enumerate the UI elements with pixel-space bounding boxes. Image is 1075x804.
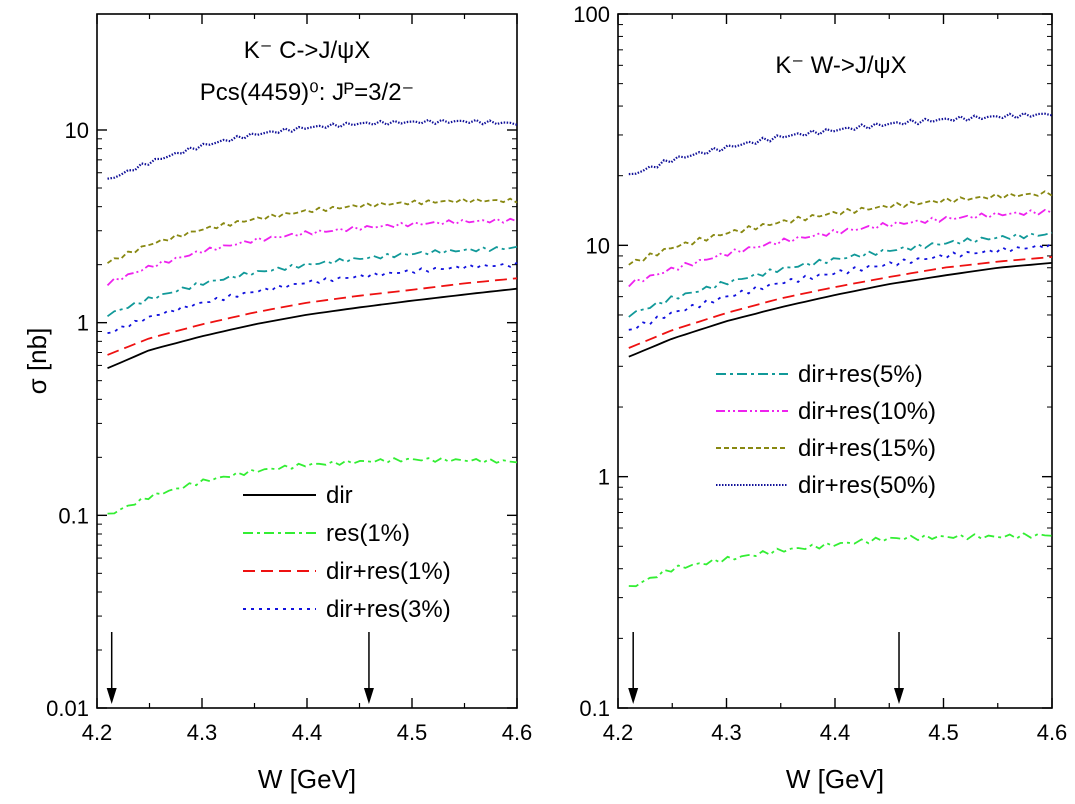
y-tick-label: 0.01	[46, 696, 89, 721]
x-tick-label: 4.5	[928, 720, 959, 745]
series-line-dir-res-15-	[628, 190, 1053, 266]
x-tick-label: 4.6	[1037, 720, 1068, 745]
x-tick-label: 4.4	[292, 720, 323, 745]
legend-1: dir res(1%) dir+res(1%) dir+res(3%)	[243, 482, 451, 623]
y-tick-label: 10	[586, 233, 610, 258]
x-tick-label: 4.2	[603, 720, 634, 745]
series-line-dir-res-1-	[628, 256, 1053, 349]
x-tick-label: 4.3	[187, 720, 218, 745]
series-line-dir-res-5-	[106, 245, 518, 318]
y-axis-label: σ [nb]	[22, 328, 52, 395]
threshold-arrowhead	[363, 688, 374, 704]
legend-label: dir+res(15%)	[798, 435, 936, 462]
y-tick-label: 0.1	[579, 696, 610, 721]
legend-label: res(1%)	[326, 520, 410, 547]
series-line-dir	[628, 262, 1053, 358]
threshold-arrowhead	[894, 688, 905, 704]
series-line-dir-res-50-	[107, 118, 518, 180]
x-tick-label: 4.3	[711, 720, 742, 745]
chart-subtitle: Pcs(4459)⁰: Jᴾ=3/2⁻	[200, 79, 414, 106]
threshold-arrowhead	[628, 688, 639, 704]
x-axis-label: W [GeV]	[258, 764, 356, 794]
series-line-res-1-	[107, 456, 518, 515]
legend-label: dir+res(5%)	[798, 361, 923, 388]
legend-label: dir+res(1%)	[326, 558, 451, 585]
y-tick-label: 100	[573, 2, 610, 27]
chart-1: 4.2 4.3 4.4 4.5 4.6 0.01 0.1 1 10 W [GeV] σ [nb] K⁻…	[22, 13, 533, 794]
legend-label: dir+res(10%)	[798, 398, 936, 425]
series-line-dir-res-15-	[106, 197, 518, 264]
series-line-dir-res-3-	[628, 242, 1053, 331]
series-line-dir-res-3-	[107, 261, 518, 334]
x-tick-label: 4.6	[502, 720, 533, 745]
series-line-dir-res-10-	[106, 217, 518, 287]
x-tick-label: 4.5	[397, 720, 428, 745]
series-line-res-1-	[628, 532, 1053, 588]
series-line-dir	[107, 287, 518, 370]
x-axis-label: W [GeV]	[786, 764, 884, 794]
y-tick-label: 1	[77, 311, 89, 336]
x-tick-label: 4.2	[82, 720, 113, 745]
y-tick-label: 0.1	[58, 503, 89, 528]
plot-frame	[96, 13, 518, 709]
chart-title: K⁻ C->J/ψX	[244, 37, 370, 64]
legend-label: dir+res(50%)	[798, 472, 936, 499]
y-tick-label: 10	[65, 118, 89, 143]
y-tick-label: 1	[598, 465, 610, 490]
x-tick-label: 4.4	[820, 720, 851, 745]
chart-title: K⁻ W->J/ψX	[775, 52, 906, 79]
legend-label: dir+res(3%)	[326, 596, 451, 623]
legend-label: dir	[326, 482, 353, 509]
threshold-arrowhead	[106, 688, 117, 704]
series-line-dir-res-1-	[107, 277, 518, 356]
series-line-dir-res-50-	[628, 111, 1053, 176]
series-line-dir-res-5-	[628, 231, 1053, 318]
chart-2: 4.2 4.3 4.4 4.5 4.6 0.1 1 10 100 W [GeV] K⁻ W->J/ψ…	[573, 2, 1067, 794]
legend-2: dir+res(5%) dir+res(10%) dir+res(15%) dir+r…	[716, 361, 936, 499]
series-line-dir-res-10-	[628, 208, 1053, 288]
